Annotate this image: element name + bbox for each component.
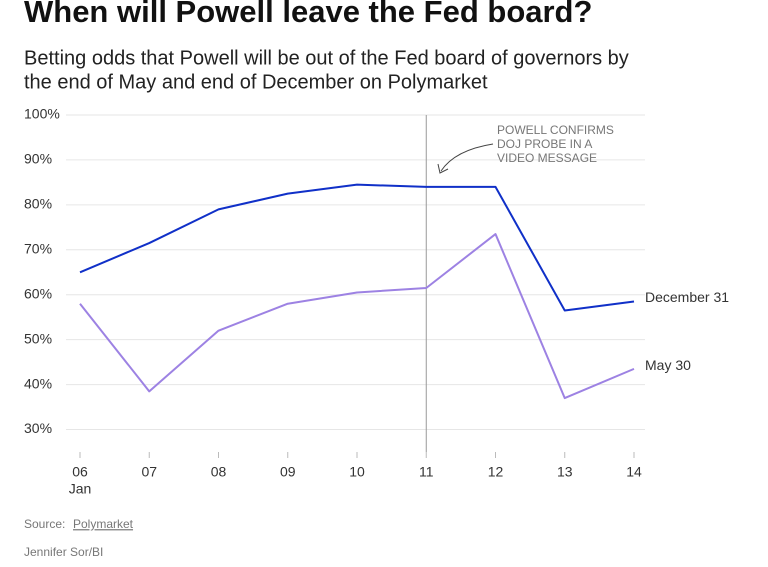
y-tick-label: 30% xyxy=(24,420,52,436)
annotation-arrow xyxy=(440,143,494,172)
subtitle: Betting odds that Powell will be out of … xyxy=(24,47,629,69)
y-tick-label: 50% xyxy=(24,330,52,346)
annotation-text: POWELL CONFIRMS xyxy=(497,123,614,137)
chart-title: When will Powell leave the Fed board? xyxy=(24,0,592,29)
source-label: Source: xyxy=(24,517,65,531)
subtitle: the end of May and end of December on Po… xyxy=(24,71,488,93)
series-label: May 30 xyxy=(645,356,691,373)
y-tick-label: 40% xyxy=(24,375,52,391)
line xyxy=(79,233,635,400)
x-tick-label: 06 xyxy=(72,464,88,480)
x-tick-label: 14 xyxy=(626,464,642,480)
source-link[interactable]: Polymarket xyxy=(73,517,134,531)
x-tick-label: 12 xyxy=(488,464,504,480)
y-tick-label: 60% xyxy=(24,285,52,301)
x-tick-label: 09 xyxy=(280,464,296,480)
x-tick-label: 11 xyxy=(419,464,434,480)
y-tick-label: 100% xyxy=(24,106,60,122)
annotation-arrowhead xyxy=(437,163,449,174)
x-tick-label: 13 xyxy=(557,464,573,480)
series-label: December 31 xyxy=(645,289,730,306)
x-tick-label: 08 xyxy=(211,464,227,480)
line xyxy=(79,183,635,312)
x-tick-label: 07 xyxy=(141,464,157,480)
y-tick-label: 90% xyxy=(24,151,52,167)
credit: Jennifer Sor/BI xyxy=(24,545,103,559)
y-tick-label: 70% xyxy=(24,241,52,257)
x-tick-label: 10 xyxy=(349,464,365,480)
y-tick-label: 80% xyxy=(24,196,52,212)
x-sublabel: Jan xyxy=(69,481,92,497)
annotation-text: DOJ PROBE IN A xyxy=(497,137,592,151)
annotation-text: VIDEO MESSAGE xyxy=(497,151,597,165)
